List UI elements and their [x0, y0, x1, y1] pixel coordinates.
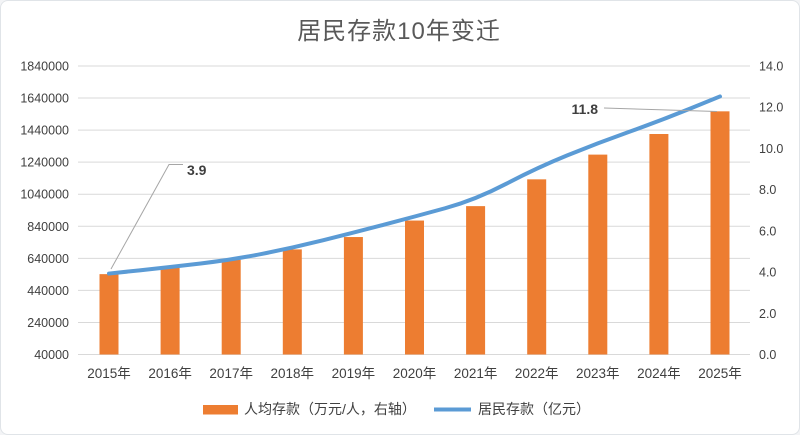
annotation-label: 11.8 — [572, 101, 599, 117]
deposit-line — [107, 94, 722, 276]
bar — [710, 111, 730, 355]
x-axis-category-label: 2019年 — [332, 366, 376, 381]
right-axis-tick-label: 0.0 — [759, 348, 776, 362]
left-axis-tick-label: 1440000 — [20, 124, 69, 138]
right-axis-tick-label: 14.0 — [759, 60, 783, 74]
left-axis-tick-label: 40000 — [34, 348, 69, 362]
annotation-label: 3.9 — [187, 162, 207, 178]
left-axis-labels: 40000 240000 440000 640000 840000 1040000 1240… — [20, 60, 69, 363]
legend: 人均存款（万元/人，右轴） 居民存款（亿元） — [203, 401, 590, 417]
bar — [99, 274, 119, 355]
right-axis-tick-label: 12.0 — [759, 101, 783, 115]
chart-title: 居民存款10年变迁 — [297, 18, 501, 45]
legend-line-label: 居民存款（亿元） — [478, 401, 590, 417]
legend-bar-swatch — [203, 405, 238, 415]
x-axis-category-label: 2020年 — [393, 366, 437, 381]
left-axis-tick-label: 240000 — [27, 316, 69, 330]
left-axis-tick-label: 1840000 — [20, 60, 69, 74]
legend-bar-label: 人均存款（万元/人，右轴） — [244, 401, 416, 417]
annotation-2015: 3.9 — [110, 162, 207, 270]
left-axis-tick-label: 1640000 — [20, 92, 69, 106]
left-axis-tick-label: 1240000 — [20, 156, 69, 170]
x-axis-category-label: 2021年 — [454, 366, 498, 381]
left-axis-tick-label: 840000 — [27, 220, 69, 234]
left-axis-tick-label: 440000 — [27, 284, 69, 298]
x-axis-category-label: 2017年 — [209, 366, 253, 381]
left-axis-tick-label: 1040000 — [20, 188, 69, 202]
x-axis-category-label: 2022年 — [515, 366, 559, 381]
bar — [649, 134, 669, 355]
x-axis-category-label: 2015年 — [87, 366, 131, 381]
right-axis-tick-label: 8.0 — [759, 183, 776, 197]
right-axis-tick-label: 6.0 — [759, 224, 776, 238]
bar — [343, 237, 363, 355]
bar — [282, 249, 302, 355]
right-axis-tick-label: 2.0 — [759, 307, 776, 321]
line-series — [107, 94, 722, 276]
right-axis-labels: 0.0 2.0 4.0 6.0 8.0 10.0 12.0 14.0 — [759, 60, 783, 363]
x-axis-labels: 2015年 2016年 2017年 2018年 2019年 2020年 2021年 2022年… — [87, 366, 742, 381]
annotation-leader-line — [110, 164, 183, 270]
x-axis-category-label: 2025年 — [698, 366, 742, 381]
annotation-leader-line — [603, 107, 718, 112]
left-axis-tick-label: 640000 — [27, 252, 69, 266]
bar-series — [99, 111, 730, 355]
x-axis-category-label: 2016年 — [148, 366, 192, 381]
bar — [221, 259, 241, 355]
bar — [405, 220, 424, 355]
x-axis-category-label: 2023年 — [576, 366, 620, 381]
annotation-2025: 11.8 — [572, 101, 718, 117]
x-axis-category-label: 2018年 — [271, 366, 315, 381]
bar — [527, 179, 547, 355]
right-axis-tick-label: 4.0 — [759, 266, 776, 280]
x-axis-category-label: 2024年 — [637, 366, 681, 381]
right-axis-tick-label: 10.0 — [759, 142, 783, 156]
bar — [466, 206, 486, 355]
bar — [160, 267, 180, 355]
bar — [588, 154, 608, 355]
